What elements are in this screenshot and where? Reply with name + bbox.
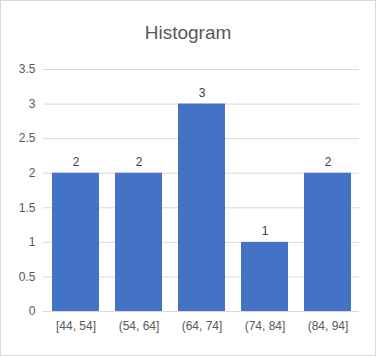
svg-text:2.5: 2.5	[19, 131, 36, 145]
svg-text:[44, 54]: [44, 54]	[56, 319, 96, 333]
svg-text:3: 3	[29, 97, 36, 111]
svg-text:2: 2	[73, 155, 80, 169]
svg-text:(84, 94]: (84, 94]	[308, 319, 349, 333]
svg-text:3: 3	[199, 86, 206, 100]
svg-text:2: 2	[136, 155, 143, 169]
svg-text:1.5: 1.5	[19, 201, 36, 215]
svg-text:2: 2	[325, 155, 332, 169]
svg-text:(74, 84]: (74, 84]	[245, 319, 286, 333]
svg-text:1: 1	[29, 235, 36, 249]
svg-text:0: 0	[29, 304, 36, 318]
svg-text:2: 2	[29, 166, 36, 180]
svg-text:(64, 74]: (64, 74]	[182, 319, 223, 333]
html-text:Histogram: Histogram	[144, 22, 232, 43]
svg-text:0.5: 0.5	[19, 270, 36, 284]
svg-text:3.5: 3.5	[19, 62, 36, 76]
svg-text:1: 1	[262, 224, 269, 238]
svg-text:(54, 64]: (54, 64]	[119, 319, 160, 333]
